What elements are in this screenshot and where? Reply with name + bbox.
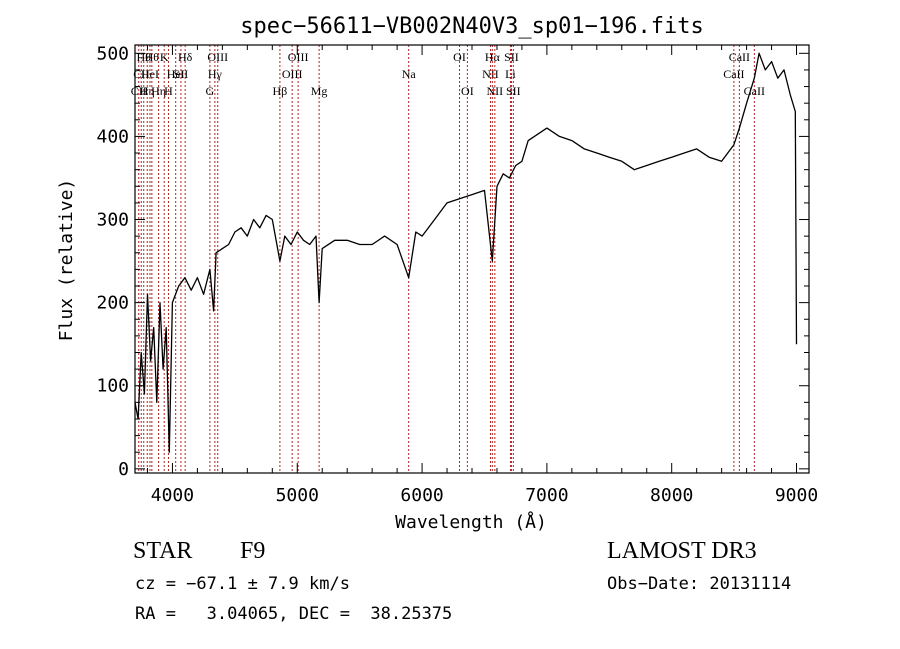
spectral-line-label: OI [461, 84, 474, 98]
observation-date: Obs−Date: 20131114 [607, 574, 792, 594]
spectral-line-label: Hη [140, 84, 155, 98]
spectral-line-label: K [160, 50, 169, 64]
spectral-line-label: CaII [744, 84, 765, 98]
spectral-lines-layer: CIICIIHθHηHeIHθHηKHHeISIIHδGHγOIIIHβOIII… [131, 45, 765, 473]
axis-ticks-layer: 4000 5000 6000 7000 8000 9000 0 100 200 300 400 500 [96, 43, 818, 506]
spectral-line-label: Na [402, 67, 417, 81]
spectral-line-label: NII [487, 84, 504, 98]
spectral-line-label: Hβ [273, 84, 288, 98]
spectral-line-label: CaII [723, 67, 744, 81]
survey-name: LAMOST DR3 [607, 538, 757, 564]
object-subclass: F9 [240, 538, 266, 564]
spectral-line-label: Hθ [145, 50, 160, 64]
y-tick-label: 400 [96, 126, 129, 147]
spectral-line-label: OIII [288, 50, 309, 64]
spectral-line-label: SII [174, 67, 189, 81]
spectral-line-label: SII [504, 50, 519, 64]
object-class: STAR [133, 538, 193, 564]
y-tick-label: 0 [118, 459, 129, 480]
chart-title: spec−56611−VB002N40V3_sp01−196.fits [240, 14, 704, 39]
spectral-line-label: OIII [207, 50, 228, 64]
plot-frame [134, 44, 810, 474]
spectral-line-label: Mg [311, 84, 328, 98]
spectral-line-label: Hα [485, 50, 501, 64]
spectral-line-label: CaII [729, 50, 750, 64]
spectral-line-label: HeI [141, 67, 159, 81]
y-tick-label: 500 [96, 43, 129, 64]
spectrum-line [134, 52, 798, 453]
x-axis-label: Wavelength (Å) [395, 511, 547, 533]
x-tick-label: 5000 [276, 485, 319, 506]
y-axis-label: Flux (relative) [56, 179, 77, 342]
y-tick-label: 200 [96, 293, 129, 314]
spectral-line-label: CII [133, 67, 149, 81]
spectral-line-label: H [164, 84, 173, 98]
y-tick-label: 100 [96, 376, 129, 397]
y-tick-label: 300 [96, 210, 129, 231]
x-tick-label: 8000 [650, 485, 693, 506]
spectral-line-label: G [206, 84, 215, 98]
x-tick-label: 4000 [151, 485, 194, 506]
redshift-velocity: cz = −67.1 ± 7.9 km/s [135, 574, 350, 594]
spectral-line-label: SII [506, 84, 521, 98]
spectral-line-label: HeI [167, 67, 185, 81]
spectral-line-label: Hη [151, 84, 166, 98]
coordinates: RA = 3.04065, DEC = 38.25375 [135, 604, 453, 624]
spectral-line-label: OIII [282, 67, 303, 81]
spectral-line-label: Li [505, 67, 516, 81]
x-tick-label: 6000 [400, 485, 443, 506]
x-tick-label: 9000 [775, 485, 818, 506]
spectral-line-label: NII [482, 67, 499, 81]
x-tick-label: 7000 [525, 485, 568, 506]
spectral-line-label: OI [453, 50, 466, 64]
spectral-line-label: Hγ [208, 67, 223, 81]
spectral-line-label: Hδ [178, 50, 193, 64]
